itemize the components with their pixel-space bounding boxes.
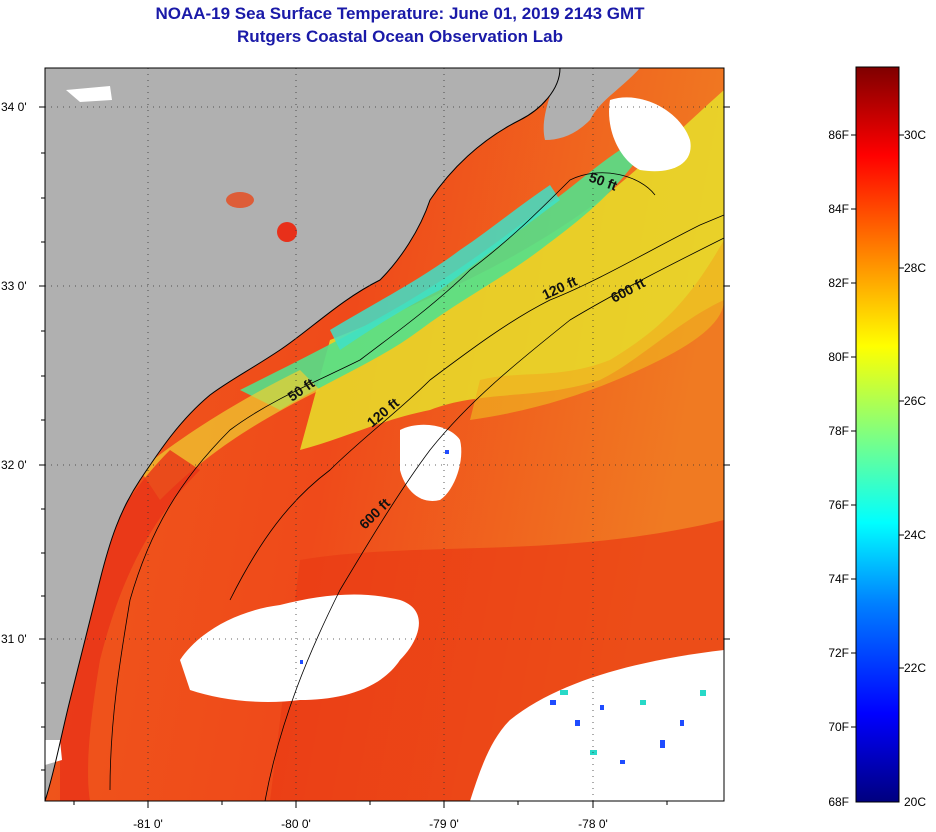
cloud-patch-north xyxy=(609,97,691,172)
map-title: NOAA-19 Sea Surface Temperature: June 01… xyxy=(155,4,645,23)
colorbar-ticks xyxy=(851,134,904,728)
map-subtitle: Rutgers Coastal Ocean Observation Lab xyxy=(237,27,563,46)
land-cape xyxy=(543,68,640,140)
land-mass xyxy=(45,68,560,801)
graticule xyxy=(45,68,724,801)
colorbar-label-c: 30C xyxy=(904,128,926,142)
cool-band-cyan xyxy=(330,185,560,350)
colorbar-label-f: 84F xyxy=(828,202,849,216)
colorbar-label-f: 82F xyxy=(828,276,849,290)
map-frame xyxy=(44,67,725,802)
hot-artifact xyxy=(277,222,297,242)
transition-band-orange xyxy=(470,240,724,420)
colorbar-label-c: 26C xyxy=(904,394,926,408)
colorbar-label-f: 86F xyxy=(828,128,849,142)
lon-label: -78 0' xyxy=(578,817,608,831)
cool-speckles xyxy=(560,690,706,755)
cloud-patch-southeast xyxy=(470,650,724,801)
coastline xyxy=(44,67,561,802)
colorbar-label-f: 70F xyxy=(828,720,849,734)
lat-label: 33 0' xyxy=(1,279,27,293)
cold-speckles xyxy=(300,450,684,764)
cloud-speck xyxy=(45,740,62,765)
colorbar-label-f: 80F xyxy=(828,350,849,364)
map-panel: 50 ft 120 ft 600 ft 50 ft 120 ft 600 ft xyxy=(39,67,730,808)
colorbar-label-f: 78F xyxy=(828,424,849,438)
isobath-50ft xyxy=(109,172,656,791)
lat-label: 34 0' xyxy=(1,100,27,114)
isobath-600ft xyxy=(264,237,725,802)
colorbar-gradient xyxy=(855,66,900,803)
colorbar-label-f: 76F xyxy=(828,498,849,512)
lat-label: 32 0' xyxy=(1,458,27,472)
colorbar-label-c: 28C xyxy=(904,261,926,275)
lon-label: -81 0' xyxy=(133,817,163,831)
colorbar: 86F 84F 82F 80F 78F 76F 74F 72F 70F 68F … xyxy=(828,66,926,809)
lon-label: -80 0' xyxy=(281,817,311,831)
colorbar-label-c: 20C xyxy=(904,795,926,809)
hot-artifact-2 xyxy=(226,192,254,208)
colorbar-label-f: 74F xyxy=(828,572,849,586)
cloud-patch-center xyxy=(400,424,462,501)
cloud-patch-south xyxy=(180,594,419,702)
colorbar-label-f: 72F xyxy=(828,646,849,660)
cloud-speck-2 xyxy=(66,86,112,102)
colorbar-label-c: 22C xyxy=(904,661,926,675)
lon-label: -79 0' xyxy=(429,817,459,831)
axis-ticks xyxy=(39,106,730,808)
colorbar-label-c: 24C xyxy=(904,528,926,542)
colorbar-label-f: 68F xyxy=(828,795,849,809)
lat-label: 31 0' xyxy=(1,632,27,646)
